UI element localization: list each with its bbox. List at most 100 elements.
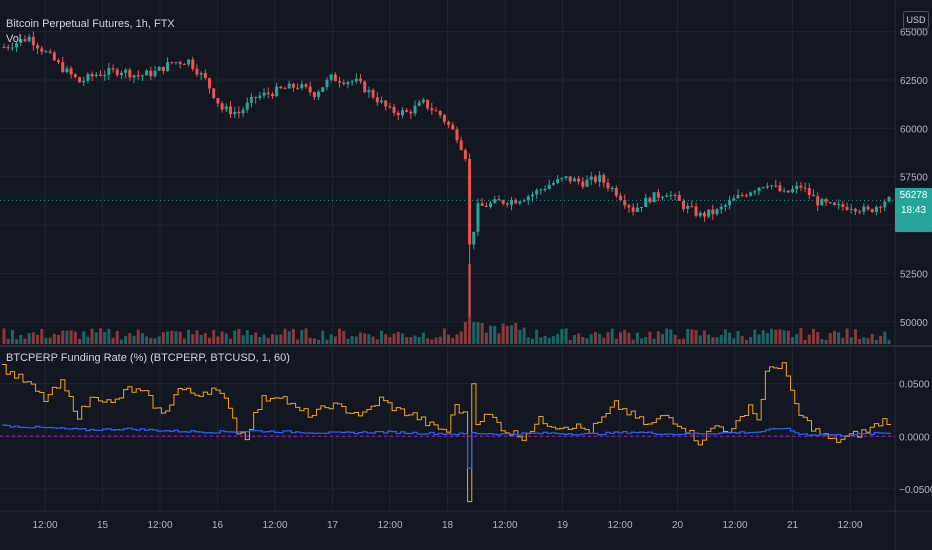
candle-body [782,190,786,192]
volume-bar [539,337,543,344]
candle-body [887,197,891,202]
volume-bar [459,331,463,344]
volume-bar [48,337,52,344]
candle-body [530,194,534,197]
candle-body [518,201,522,204]
volume-bar [799,328,803,344]
volume-bar [262,334,266,344]
volume-bar [270,334,274,344]
volume-bar [182,338,186,344]
candle-body [610,188,614,190]
candle-body [635,207,639,212]
volume-bar [23,338,27,344]
volume-bar [44,337,48,344]
candle-body [480,203,484,206]
candle-body [333,74,337,82]
candle-body [698,212,702,216]
volume-bar [413,335,417,344]
volume-bar [543,335,547,344]
candle-body [400,110,404,116]
candle-body [61,62,65,73]
candle-body [166,62,170,72]
volume-bar [526,337,530,344]
candle-body [627,205,631,208]
candle-body [270,93,274,97]
volume-bar [614,338,618,344]
candle-body [178,62,182,64]
volume-bar [10,330,14,344]
candle-body [816,196,820,206]
candle-body [405,110,409,112]
volume-bar [279,334,283,344]
candle-body [510,200,514,205]
volume-bar [572,334,576,344]
volume-bar [203,333,207,344]
candle-body [69,68,73,75]
time-tick-label: 12:00 [837,520,862,531]
candle-body [736,194,740,199]
candle-body [224,106,228,110]
volume-bar [493,325,497,344]
volume-bar [170,330,174,344]
candle-body [770,185,774,187]
indicator-tick-label: 0.0500 [899,380,930,391]
candle-body [853,208,857,212]
volume-bar [510,325,514,344]
time-tick-label: 15 [97,520,109,531]
candle-body [94,74,98,77]
indicator-title: BTCPERP Funding Rate (%) (BTCPERP, BTCUS… [6,352,290,364]
volume-bar [392,333,396,344]
volume-bar [157,336,161,344]
candle-body [874,206,878,212]
candle-body [778,185,782,192]
candle-body [803,187,807,189]
volume-bar [107,328,111,344]
volume-bar [191,333,195,344]
volume-bar [296,339,300,344]
volume-bar [421,332,425,344]
candle-body [65,68,69,73]
volume-bar [455,334,459,344]
volume-bar [837,332,841,344]
indicator-tick-label: −0.0500 [899,485,932,496]
candle-body [535,190,539,195]
volume-bar [593,332,597,344]
candle-body [426,99,430,109]
candle-body [430,108,434,111]
chart-title: Bitcoin Perpetual Futures, 1h, FTX [6,18,175,30]
candle-body [757,187,761,192]
candle-body [497,199,501,201]
volume-bar [65,330,69,344]
candle-body [199,73,203,75]
volume-bar [816,332,820,344]
volume-bar [874,339,878,344]
volume-bar [581,337,585,344]
volume-bar [472,322,476,344]
volume-bar [803,339,807,344]
volume-bar [778,329,782,344]
volume-bar [468,264,472,344]
candle-body [602,175,606,183]
time-tick-label: 12:00 [262,520,287,531]
candle-body [413,105,417,114]
price-tick-label: 57500 [900,173,928,184]
currency-badge[interactable]: USD [903,11,929,29]
candle-body [350,81,354,83]
candle-body [359,78,363,82]
time-tick-label: 21 [787,520,799,531]
candle-body [539,189,543,191]
volume-bar [6,339,10,344]
volume-bar [166,331,170,344]
candle-body [744,195,748,197]
candle-body [564,176,568,179]
candle-body [107,68,111,75]
time-tick-label: 18 [442,520,454,531]
volume-bar [501,323,505,344]
candle-body [161,66,165,72]
volume-bar [744,339,748,344]
candle-body [384,100,388,107]
time-tick-label: 20 [672,520,684,531]
volume-bar [698,335,702,344]
volume-bar [178,331,182,344]
